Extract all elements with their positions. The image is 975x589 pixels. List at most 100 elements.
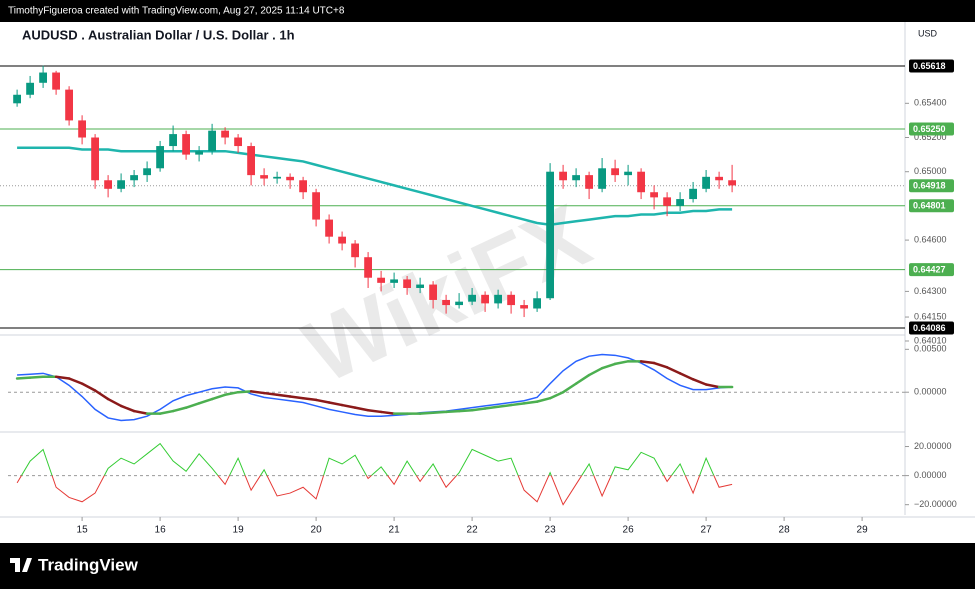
signal-segment	[327, 401, 344, 407]
x-tick-label: 19	[233, 525, 245, 536]
chart-title: AUDUSD . Australian Dollar / U.S. Dollar…	[22, 27, 295, 42]
candle-body	[520, 305, 528, 309]
level-label-box	[909, 59, 954, 73]
signal-segment	[67, 377, 84, 385]
signal-segment	[184, 402, 201, 409]
candle-body	[247, 146, 255, 176]
level-label: 0.64918	[913, 181, 946, 191]
x-tick-label: 29	[857, 525, 869, 536]
x-tick-label: 21	[389, 525, 401, 536]
candle-body	[65, 89, 73, 121]
signal-segment	[431, 410, 448, 415]
candle-body	[221, 130, 229, 138]
level-label: 0.65618	[913, 61, 946, 71]
x-tick-label: 15	[77, 525, 89, 536]
candle-body	[377, 277, 385, 283]
candle-body	[624, 171, 632, 176]
candle-body	[481, 294, 489, 304]
signal-segment	[652, 361, 669, 369]
level-label: 0.64086	[913, 323, 946, 333]
signal-segment	[158, 409, 175, 415]
level-label: 0.65250	[913, 124, 946, 134]
candle-body	[195, 151, 203, 155]
candle-body	[507, 294, 515, 306]
y-tick-label: −20.00000	[914, 499, 957, 509]
signal-segment	[470, 407, 487, 412]
candle-body	[260, 175, 268, 179]
signal-segment	[353, 406, 370, 412]
candle-body	[364, 257, 372, 278]
candle-body	[117, 180, 125, 189]
level-label-box	[909, 199, 954, 213]
candle-body	[546, 171, 554, 299]
level-label-box	[909, 263, 954, 277]
candle-body	[78, 120, 86, 138]
candle-body	[650, 192, 658, 198]
candle-body	[39, 72, 47, 83]
signal-segment	[262, 391, 279, 397]
signal-segment	[366, 408, 383, 414]
candle-body	[611, 168, 619, 176]
signal-segment	[665, 366, 682, 375]
candle-body	[416, 284, 424, 288]
header: TimothyFigueroa created with TradingView…	[8, 6, 345, 17]
candle-body	[429, 284, 437, 300]
level-label-box	[909, 321, 954, 335]
candle-body	[637, 171, 645, 193]
signal-segment	[600, 362, 617, 370]
signal-segment	[132, 409, 149, 415]
y-tick-label: 0.65400	[914, 98, 947, 108]
y-tick-label: 0.64300	[914, 286, 947, 296]
candle-body	[91, 137, 99, 181]
signal-segment	[418, 411, 435, 415]
signal-segment	[444, 409, 461, 414]
logo	[10, 558, 32, 572]
candle-body	[130, 175, 138, 181]
y-tick-label: 0.00500	[914, 344, 947, 354]
x-tick-label: 27	[701, 525, 713, 536]
candle-body	[351, 243, 359, 258]
y-tick-label: 0.64600	[914, 234, 947, 244]
currency: USD	[918, 28, 938, 38]
signal-segment	[288, 395, 305, 400]
candle-body	[689, 188, 697, 200]
x-tick-label: 26	[623, 525, 635, 536]
candle-body	[143, 168, 151, 176]
candle-body	[702, 176, 710, 189]
signal-segment	[587, 366, 604, 377]
signal-segment	[496, 403, 513, 409]
candle-body	[234, 137, 242, 147]
candle-body	[598, 168, 606, 189]
signal-segment	[171, 406, 188, 413]
signal-segment	[522, 400, 539, 405]
level-label-box	[909, 179, 954, 193]
level-label: 0.64427	[913, 265, 946, 275]
candle-body	[26, 82, 34, 95]
candle-body	[273, 176, 281, 179]
footer: TradingView	[10, 555, 139, 574]
signal-segment	[639, 360, 656, 365]
x-tick-label: 16	[155, 525, 167, 536]
y-tick-label: 0.00000	[914, 387, 947, 397]
candle-body	[312, 192, 320, 220]
candle-body	[13, 94, 21, 104]
signal-segment	[678, 372, 695, 381]
signal-segment	[561, 382, 578, 394]
y-tick-label: 0.64150	[914, 311, 947, 321]
candle-body	[299, 180, 307, 193]
signal-segment	[483, 405, 500, 410]
x-tick-label: 20	[311, 525, 323, 536]
signal-segment	[613, 360, 630, 366]
y-tick-label: 0.64010	[914, 335, 947, 345]
candle-body	[104, 180, 112, 189]
candle-body	[338, 236, 346, 244]
signal-segment	[93, 389, 110, 401]
candle-body	[585, 175, 593, 189]
signal-segment	[535, 396, 552, 403]
signal-segment	[28, 375, 45, 379]
signal-segment	[236, 390, 253, 394]
signal-segment	[275, 393, 292, 398]
candle-body	[663, 197, 671, 206]
signal-segment	[548, 390, 565, 400]
footer-brand: TradingView	[38, 555, 139, 574]
